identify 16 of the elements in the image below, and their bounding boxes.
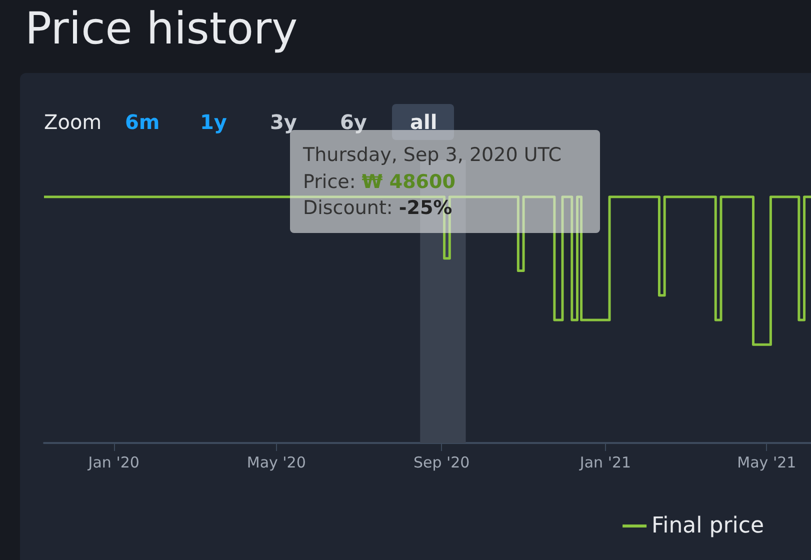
text: 6m bbox=[125, 110, 160, 134]
text: Zoom bbox=[44, 110, 102, 134]
text: 3y bbox=[270, 110, 297, 134]
annotation: Discount: -25% bbox=[303, 197, 452, 219]
x-tick-label: Jan '21 bbox=[578, 454, 632, 472]
x-tick-label: May '21 bbox=[737, 454, 796, 472]
text: Price: ₩ 48600 bbox=[303, 171, 456, 193]
legend-label: Final price bbox=[652, 514, 764, 538]
x-tick-label: May '20 bbox=[246, 454, 306, 472]
x-tick-label: Jan '20 bbox=[87, 454, 140, 472]
chart-title: Price history bbox=[25, 4, 298, 54]
text: 6y bbox=[340, 110, 367, 134]
text: 1y bbox=[200, 110, 227, 134]
text: all bbox=[410, 110, 438, 134]
text: Thursday, Sep 3, 2020 UTC bbox=[302, 144, 562, 166]
x-tick-label: Sep '20 bbox=[413, 454, 470, 472]
